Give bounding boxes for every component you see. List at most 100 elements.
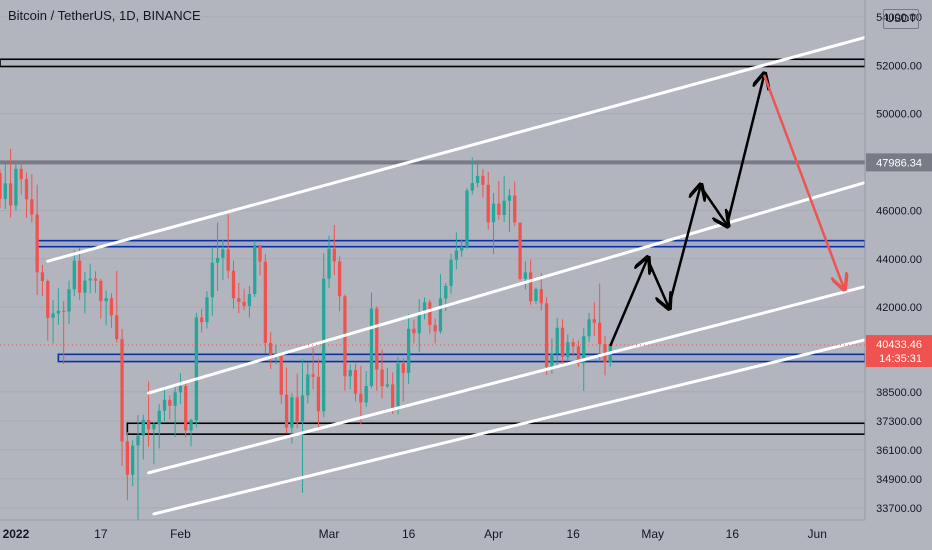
price-tick-label: 33700.00 [876, 503, 922, 515]
candle [226, 214, 230, 279]
candle [507, 188, 512, 232]
candle [412, 319, 416, 344]
candle [0, 169, 2, 208]
candle [560, 319, 565, 367]
candle-body [215, 257, 220, 263]
candle [343, 294, 347, 391]
candle-body [359, 393, 363, 403]
candle [295, 373, 299, 429]
candle [8, 148, 13, 218]
candle [571, 338, 575, 356]
candle [99, 278, 103, 319]
candle [598, 283, 602, 362]
candle-body [523, 272, 528, 279]
candle [242, 288, 246, 311]
candle [364, 371, 368, 407]
candle [247, 285, 252, 318]
candle-body [62, 310, 66, 312]
candle [311, 348, 315, 390]
candle-body [67, 289, 71, 312]
candle [534, 287, 538, 305]
candle [258, 244, 262, 276]
candle-body [231, 270, 236, 299]
candle-body [300, 395, 305, 422]
candle-body [146, 419, 151, 430]
candle-body [189, 420, 193, 431]
price-axis[interactable]: 54000.00 52000.00 50000.00 46000.00 44000.00… [864, 0, 932, 550]
candle-body [560, 327, 565, 357]
forecast-move-arrow [725, 75, 764, 226]
candle [88, 263, 92, 294]
candle-body [337, 261, 342, 297]
candle [380, 349, 384, 399]
currency-button[interactable]: USDT [883, 9, 919, 29]
candle [539, 273, 543, 311]
candle-body [77, 260, 82, 293]
candle [120, 328, 124, 466]
candle [178, 373, 183, 404]
candle-body [290, 397, 294, 428]
price-tick-label: 34900.00 [876, 474, 922, 486]
candle [72, 250, 76, 297]
candle-body [497, 203, 501, 216]
candle-body [35, 214, 39, 273]
candle [353, 363, 358, 402]
level-price-tag [866, 153, 932, 172]
candle-body [258, 245, 262, 262]
candle-body [136, 435, 140, 446]
candle [231, 260, 236, 309]
candle [300, 359, 305, 493]
time-tick-label: Jun [808, 527, 827, 541]
forecast-move-arrow [646, 258, 668, 307]
candle [513, 181, 517, 227]
price-tick-label: 36100.00 [876, 445, 922, 457]
candle [391, 372, 395, 415]
candle-body [353, 370, 358, 394]
channel-lines [46, 35, 867, 516]
candle-body [316, 376, 321, 412]
candle-body [401, 363, 405, 373]
candle [104, 290, 108, 326]
candle-body [380, 369, 384, 387]
candle-body [592, 319, 597, 323]
candle [279, 352, 283, 404]
candle-body [284, 394, 289, 428]
time-axis[interactable]: 2022 17 Feb Mar 16 Apr 16 May 16 Jun [0, 519, 932, 550]
candle-body [210, 262, 214, 298]
candle [438, 274, 443, 334]
candle [518, 222, 522, 281]
candle-body [221, 249, 225, 258]
candle [19, 162, 23, 195]
candle [62, 301, 66, 364]
price-markers: 47986.34 40433.46 14:35:31 [0, 153, 932, 368]
candle [316, 358, 321, 429]
candle [401, 358, 405, 402]
candle-body [88, 278, 92, 281]
candles [0, 148, 612, 527]
candle [460, 239, 464, 257]
candle-body [72, 260, 76, 290]
candle [470, 157, 474, 195]
candle-body [582, 336, 586, 364]
candle [35, 184, 39, 296]
candle [24, 172, 29, 218]
time-tick-label: Apr [484, 527, 503, 541]
price-tick-label: 42000.00 [876, 302, 922, 314]
candle-body [205, 297, 209, 323]
candle-body [470, 183, 474, 191]
time-tick-label: 2022 [3, 527, 30, 541]
candle [502, 175, 506, 223]
candle-body [173, 392, 177, 406]
candle [168, 395, 172, 420]
candle [327, 235, 331, 288]
candle [592, 302, 597, 336]
candle [475, 159, 480, 188]
candle [544, 297, 549, 375]
candle [422, 297, 427, 320]
candle-body [598, 322, 602, 344]
candle [497, 181, 501, 220]
candle-body [454, 250, 459, 260]
candle-body [109, 298, 114, 316]
candle-body [486, 184, 490, 223]
